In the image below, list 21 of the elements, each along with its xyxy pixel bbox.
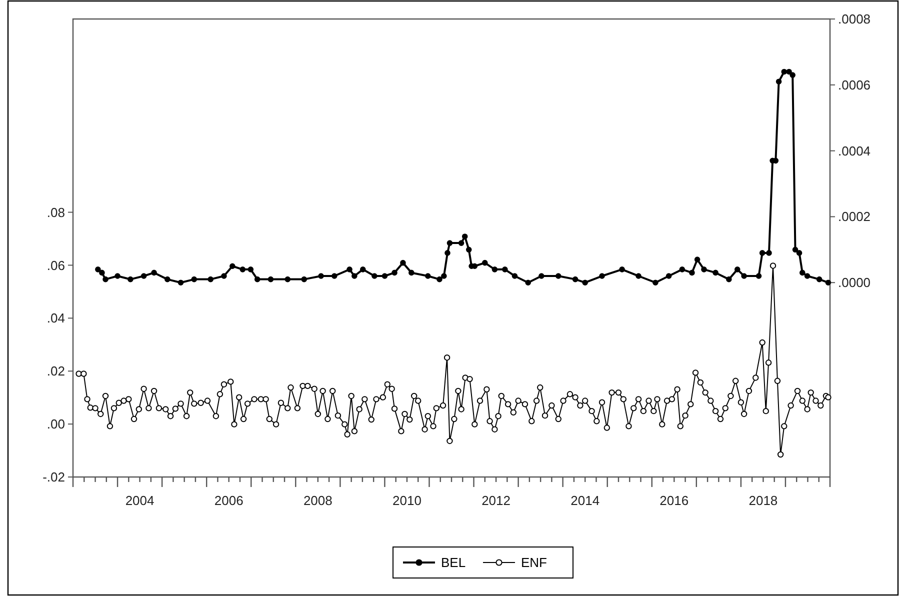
legend-label: ENF <box>521 555 548 570</box>
x-tick-label: 2008 <box>303 493 332 508</box>
y2-tick-label: .0004 <box>838 143 871 158</box>
legend-label: BEL <box>441 555 466 570</box>
y2-tick-label: .0008 <box>838 12 871 27</box>
x-tick-label: 2010 <box>392 493 422 508</box>
y2-tick-label: .0002 <box>838 209 871 224</box>
y2-tick-label: .0000 <box>838 275 871 290</box>
y-tick-label: .04 <box>46 310 65 326</box>
y-tick-label: .06 <box>46 258 65 273</box>
y-tick-label: -.02 <box>42 470 65 485</box>
x-tick-label: 2006 <box>214 493 244 508</box>
y2-tick-label: .0006 <box>838 77 871 92</box>
y-tick-label: .00 <box>46 416 65 432</box>
x-tick-label: 2004 <box>125 493 154 508</box>
y-tick-label: .08 <box>46 204 65 220</box>
x-tick-label: 2014 <box>570 493 600 508</box>
x-tick-label: 2018 <box>748 493 778 508</box>
y-tick-label: .02 <box>46 364 65 379</box>
x-tick-label: 2016 <box>660 493 689 508</box>
x-tick-label: 2012 <box>482 493 510 508</box>
